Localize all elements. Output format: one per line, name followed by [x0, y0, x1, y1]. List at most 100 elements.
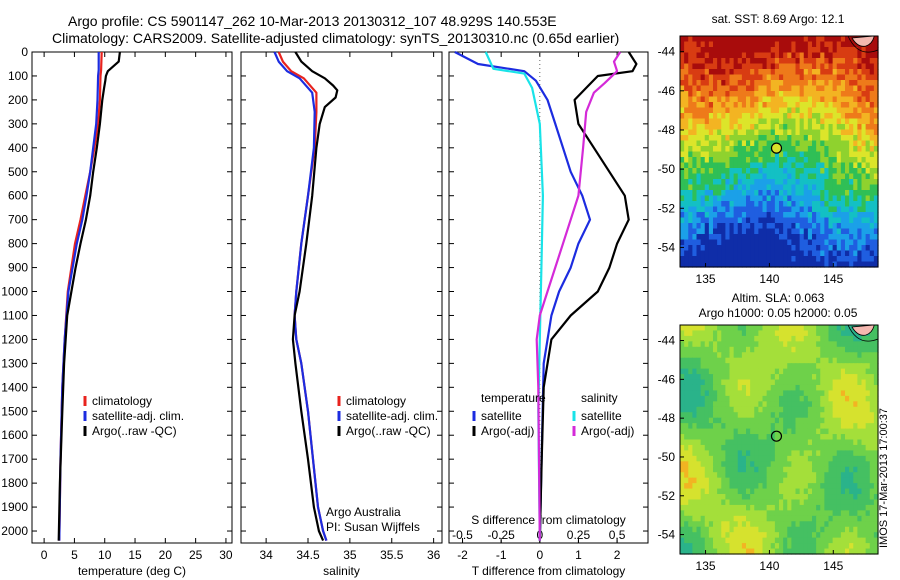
map-cell: [849, 363, 854, 370]
map-cell: [733, 228, 739, 235]
map-cell: [824, 423, 830, 430]
map-cell: [828, 521, 834, 528]
map-cell: [696, 168, 702, 175]
map-cell: [770, 184, 776, 191]
map-cell: [754, 477, 759, 484]
map-cell: [857, 504, 863, 511]
map-cell: [717, 80, 722, 87]
map-cell: [713, 548, 718, 555]
map-cell: [873, 521, 879, 528]
map-cell: [812, 537, 817, 544]
map-cell: [733, 521, 739, 528]
map-cell: [807, 417, 813, 424]
map-frame: [679, 35, 879, 268]
map-cell: [754, 515, 759, 522]
map-cell: [807, 390, 813, 397]
map-cell: [704, 434, 710, 441]
x-tick-label: 2: [614, 548, 621, 562]
map-cell: [754, 455, 759, 462]
map-cell: [758, 455, 764, 462]
map-cell: [746, 330, 751, 337]
map-cell: [680, 548, 685, 555]
map-cell: [684, 135, 689, 142]
map-cell: [754, 483, 759, 490]
map-cell: [845, 217, 850, 224]
map-cell: [799, 526, 805, 533]
map-cell: [684, 36, 689, 43]
map-cell: [836, 129, 842, 136]
map-cell: [692, 102, 698, 109]
map-cell: [758, 91, 764, 98]
map-cell: [770, 346, 776, 353]
map-cell: [845, 245, 850, 252]
map-cell: [795, 548, 801, 555]
map-cell: [688, 417, 693, 424]
map-cell: [680, 74, 685, 81]
map-cell: [746, 504, 751, 511]
map-cell: [832, 483, 838, 490]
map-cell: [799, 510, 805, 517]
map-cell: [853, 63, 858, 70]
map-cell: [704, 395, 710, 402]
map-cell: [680, 537, 685, 544]
map-cell: [799, 234, 805, 241]
map-cell: [733, 417, 739, 424]
map-cell: [853, 157, 858, 164]
map-cell: [799, 140, 805, 147]
map-cell: [746, 52, 751, 59]
map-cell: [799, 179, 805, 186]
map-cell: [692, 107, 698, 114]
map-cell: [700, 206, 706, 213]
map-cell: [754, 499, 759, 506]
map-cell: [857, 368, 863, 375]
map-cell: [741, 102, 747, 109]
map-cell: [824, 63, 830, 70]
map-cell: [849, 190, 854, 197]
map-cell: [708, 401, 714, 408]
map-cell: [733, 488, 739, 495]
map-cell: [849, 184, 854, 191]
map-cell: [741, 85, 747, 92]
map-cell: [688, 363, 693, 370]
map-cell: [729, 256, 735, 263]
map-cell: [812, 428, 817, 435]
map-cell: [787, 201, 792, 208]
map-cell: [812, 190, 817, 197]
map-cell: [758, 96, 764, 103]
map-cell: [853, 179, 858, 186]
map-cell: [791, 80, 797, 87]
map-cell: [750, 157, 755, 164]
map-cell: [795, 107, 801, 114]
map-cell: [865, 455, 871, 462]
map-cell: [774, 184, 780, 191]
map-cell: [770, 234, 776, 241]
map-cell: [750, 58, 755, 65]
map-cell: [824, 521, 830, 528]
map-cell: [869, 412, 875, 419]
map-cell: [717, 135, 722, 142]
map-cell: [816, 217, 821, 224]
map-cell: [861, 173, 867, 180]
map-cell: [692, 195, 698, 202]
map-cell: [849, 504, 854, 511]
map-cell: [803, 461, 809, 468]
map-cell: [787, 135, 792, 142]
map-cell: [680, 390, 685, 397]
map-cell: [816, 184, 821, 191]
map-cell: [704, 129, 710, 136]
map-cell: [746, 374, 751, 381]
map-cell: [812, 41, 817, 48]
map-cell: [828, 455, 834, 462]
map-cell: [688, 423, 693, 430]
map-cell: [828, 466, 834, 473]
map-cell: [840, 543, 846, 550]
map-cell: [704, 417, 710, 424]
map-cell: [807, 357, 813, 364]
map-cell: [807, 341, 813, 348]
map-cell: [692, 74, 698, 81]
map-cell: [684, 412, 689, 419]
map-cell: [746, 184, 751, 191]
map-cell: [853, 173, 858, 180]
map-cell: [853, 102, 858, 109]
map-cell: [762, 245, 768, 252]
